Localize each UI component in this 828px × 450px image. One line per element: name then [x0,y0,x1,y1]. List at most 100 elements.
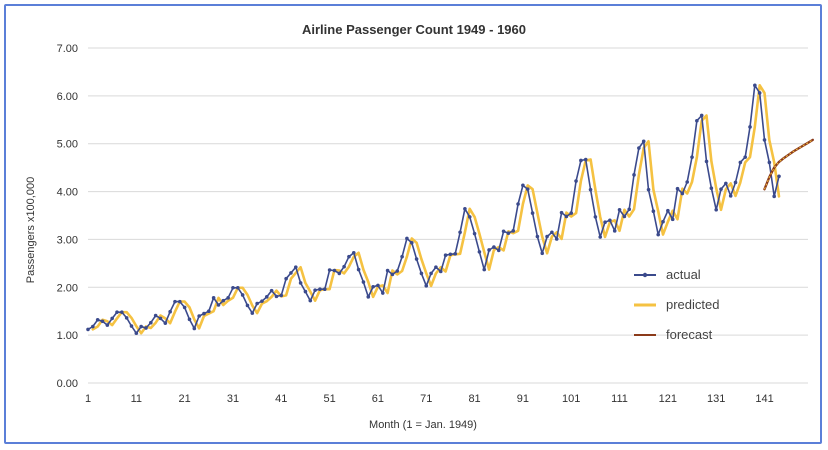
actual-point [105,323,110,327]
x-tick-label: 121 [659,393,677,405]
actual-point [327,268,332,272]
actual-point [434,265,438,269]
actual-point [279,293,284,298]
actual-point [511,229,516,233]
actual-point [593,215,598,219]
actual-point [695,118,699,123]
actual-point [182,305,187,310]
actual-point [390,272,395,277]
actual-point [284,276,288,281]
predicted-line [91,84,781,335]
actual-point [221,298,226,303]
x-tick-label: 61 [372,393,384,405]
predicted-legend-label: predicted [666,297,719,312]
actual-point [738,160,743,165]
actual-line [87,84,780,335]
actual-point [487,248,491,252]
y-tick-label: 7.00 [57,43,78,55]
actual-point [380,291,385,295]
actual-point [598,235,603,239]
actual-point [521,183,525,188]
actual-point [443,253,448,258]
x-tick-label: 111 [611,393,628,405]
actual-point [385,268,390,273]
actual-point [86,327,90,332]
actual-point [313,288,317,292]
actual-point [414,257,419,261]
actual-point [467,215,472,219]
actual-point [168,309,172,314]
actual-point [419,271,424,276]
actual-point [100,319,105,324]
actual-point [332,268,337,273]
actual-point [637,146,641,150]
actual-point [719,187,723,191]
actual-point [149,320,153,325]
actual-point [728,194,733,198]
actual-point [477,250,482,254]
chart-frame [4,4,822,444]
actual-point [173,299,177,304]
actual-point [666,208,670,213]
actual-point [395,269,400,273]
actual-point [516,202,520,206]
actual-point [564,214,569,219]
actual-point [463,207,467,211]
actual-point [714,207,718,212]
actual-point [661,219,665,224]
actual-point [202,311,206,316]
actual-point [704,159,709,164]
actual-point [540,251,545,256]
y-tick-label: 2.00 [57,282,78,294]
actual-point [496,248,501,253]
actual-point [274,294,279,299]
actual-point [351,251,356,255]
actual-point [347,254,351,259]
actual-point [405,236,409,241]
actual-point [458,230,462,235]
actual-point [124,316,129,320]
actual-point [583,157,588,162]
actual-point [337,271,342,276]
actual-point [733,180,738,185]
actual-point [366,295,371,299]
actual-point [187,317,192,322]
actual-point [264,295,269,299]
x-tick-label: 21 [179,393,191,405]
actual-point [617,207,622,212]
actual-point [482,267,487,272]
actual-point [371,285,375,289]
actual-point [250,311,255,315]
actual-point [603,220,607,224]
actual-point [651,209,656,213]
actual-point [134,331,139,336]
actual-point [724,181,728,186]
actual-point [535,234,540,239]
actual-point [400,254,404,259]
actual-point [298,281,303,285]
y-tick-label: 3.00 [57,234,78,246]
actual-point [622,214,627,219]
actual-point [115,310,119,314]
x-axis-label: Month (1 = Jan. 1949) [369,419,477,431]
actual-point [245,303,250,308]
actual-point [550,230,554,235]
actual-point [757,91,762,95]
actual-point [506,231,511,236]
actual-point [293,265,298,269]
actual-point [641,139,646,144]
actual-point [231,285,235,290]
y-tick-label: 1.00 [57,330,78,342]
actual-point [709,186,714,191]
x-tick-label: 1 [85,393,91,405]
actual-point [472,231,477,236]
actual-point [376,283,380,288]
actual-markers [86,83,781,336]
x-tick-label: 11 [131,393,142,405]
actual-point [163,321,168,325]
x-tick-label: 131 [707,393,725,405]
actual-point [767,160,772,165]
actual-point [269,288,274,293]
x-axis-ticks: 1 11 21 31 41 51 61 71 81 91 101 111 121 131 141 [85,393,774,405]
actual-point [429,271,433,276]
